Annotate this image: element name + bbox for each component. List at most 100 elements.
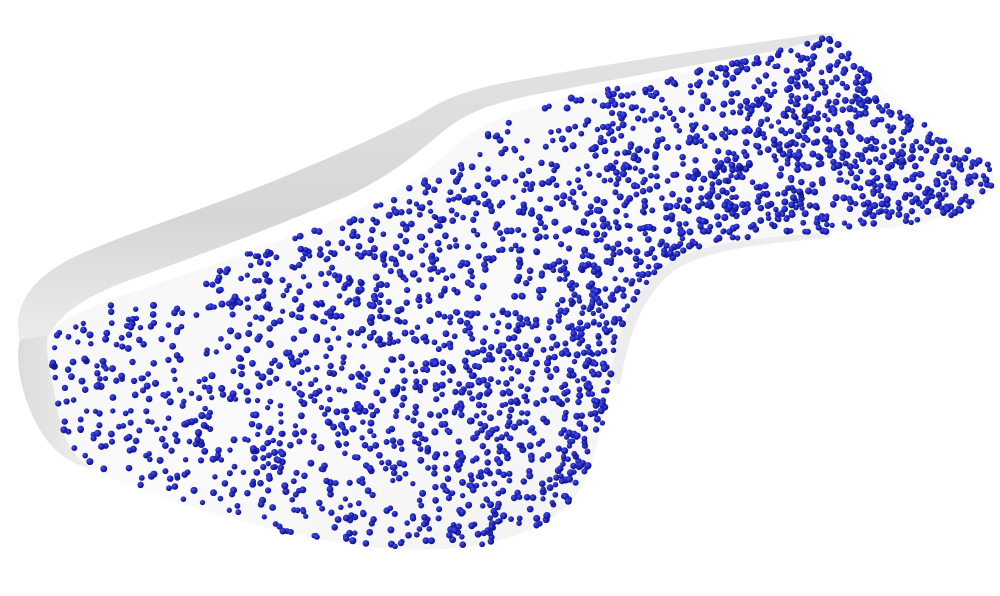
point-marker (846, 105, 854, 113)
point-marker (162, 442, 169, 449)
point-marker (292, 491, 299, 498)
point-marker (581, 246, 589, 254)
point-marker (393, 413, 399, 420)
point-marker (635, 115, 642, 122)
point-marker (692, 240, 699, 247)
point-marker (182, 457, 189, 463)
point-marker (482, 481, 488, 488)
point-marker (415, 440, 422, 447)
point-marker (354, 330, 361, 337)
point-marker (209, 281, 216, 288)
point-marker (757, 204, 765, 212)
point-marker (708, 171, 715, 179)
point-marker (81, 386, 89, 393)
point-marker (256, 277, 262, 284)
point-marker (391, 464, 398, 471)
point-marker (859, 80, 865, 86)
point-marker (158, 435, 166, 443)
point-marker (699, 105, 706, 112)
point-marker (884, 123, 891, 129)
point-marker (431, 470, 438, 477)
point-marker (568, 297, 575, 304)
point-marker (600, 388, 607, 394)
point-marker (593, 230, 601, 238)
point-marker (636, 277, 643, 283)
point-marker (421, 378, 429, 386)
point-marker (464, 349, 471, 356)
point-marker (514, 344, 522, 351)
point-marker (772, 88, 778, 95)
point-marker (615, 125, 622, 132)
point-marker (804, 40, 811, 47)
point-marker (645, 270, 652, 278)
point-marker (475, 253, 482, 259)
point-marker (331, 524, 338, 531)
point-marker (297, 412, 305, 420)
point-marker (444, 475, 452, 483)
point-marker (458, 406, 464, 413)
point-marker (292, 235, 298, 242)
point-marker (206, 388, 213, 395)
point-marker (576, 391, 584, 400)
point-marker (801, 128, 807, 135)
point-marker (322, 411, 328, 417)
point-marker (293, 469, 300, 476)
point-marker (387, 268, 394, 275)
point-marker (261, 288, 267, 294)
point-marker (440, 370, 446, 376)
point-marker (602, 286, 609, 292)
point-marker (627, 143, 634, 151)
point-marker (412, 368, 419, 375)
point-marker (715, 148, 722, 155)
point-marker (181, 471, 188, 478)
point-marker (253, 469, 261, 476)
point-marker (429, 252, 436, 259)
point-marker (555, 127, 562, 134)
point-marker (555, 257, 563, 265)
point-marker (586, 306, 592, 313)
point-marker (252, 253, 259, 260)
point-marker (699, 200, 706, 207)
point-marker (721, 202, 728, 209)
point-marker (199, 499, 206, 506)
point-marker (776, 216, 782, 223)
point-marker (103, 329, 111, 337)
point-marker (153, 426, 160, 433)
point-marker (506, 419, 513, 426)
point-marker (323, 310, 330, 316)
point-marker (338, 313, 345, 320)
point-marker (496, 409, 503, 416)
point-marker (722, 133, 729, 140)
point-marker (986, 166, 993, 173)
point-marker (601, 302, 609, 310)
point-marker (558, 473, 564, 479)
point-marker (610, 339, 617, 346)
point-marker (518, 155, 525, 161)
point-marker (651, 255, 658, 261)
point-marker (463, 363, 470, 371)
point-marker (616, 193, 624, 201)
point-marker (265, 261, 272, 267)
point-marker (392, 243, 400, 251)
point-marker (593, 398, 601, 405)
point-marker (383, 282, 390, 288)
point-marker (466, 417, 474, 425)
point-marker (784, 160, 791, 167)
point-marker (475, 473, 481, 480)
point-marker (367, 445, 374, 452)
point-marker (799, 54, 807, 61)
point-marker (418, 247, 425, 254)
point-marker (844, 55, 851, 62)
point-marker (94, 370, 101, 377)
point-marker (281, 482, 289, 490)
point-marker (459, 454, 466, 461)
point-marker (139, 387, 147, 394)
point-marker (542, 263, 550, 270)
point-marker (166, 475, 174, 483)
point-marker (475, 401, 483, 409)
point-marker (700, 92, 708, 100)
point-marker (808, 60, 816, 67)
point-marker (525, 320, 532, 327)
point-marker (729, 234, 736, 241)
point-marker (616, 316, 623, 322)
